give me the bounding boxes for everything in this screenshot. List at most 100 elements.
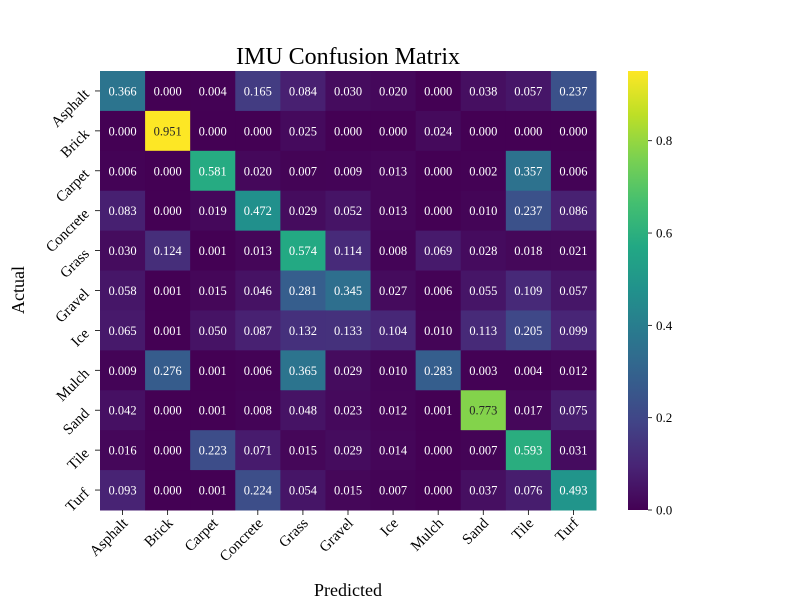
cell-value-label: 0.012 <box>559 364 587 378</box>
colorbar-tick-label: 0.2 <box>656 410 672 425</box>
heatmap-cell <box>280 110 326 152</box>
cell-value-label: 0.071 <box>244 444 272 458</box>
heatmap-cell <box>235 150 281 192</box>
heatmap-cell <box>145 110 191 152</box>
cell-value-label: 0.037 <box>469 484 497 498</box>
heatmap-cell <box>280 270 326 311</box>
cell-value-label: 0.086 <box>559 204 587 218</box>
heatmap-cell <box>145 350 191 391</box>
cell-value-label: 0.057 <box>559 284 587 298</box>
cell-value-label: 0.027 <box>379 284 407 298</box>
heatmap-cell <box>370 270 417 311</box>
cell-value-label: 0.007 <box>379 484 407 498</box>
heatmap-cell <box>325 430 372 471</box>
cell-value-label: 0.593 <box>514 444 542 458</box>
heatmap-cell <box>460 310 507 351</box>
cell-value-label: 0.000 <box>424 444 452 458</box>
cell-value-label: 0.015 <box>334 484 362 498</box>
cell-value-label: 0.000 <box>379 124 407 138</box>
cell-value-label: 0.357 <box>514 164 542 178</box>
heatmap-cell <box>100 230 146 272</box>
cell-value-label: 0.124 <box>154 244 183 258</box>
heatmap-cell <box>145 390 191 431</box>
cell-value-label: 0.000 <box>334 124 362 138</box>
heatmap-cell <box>190 270 236 311</box>
heatmap-cell <box>100 71 146 112</box>
cell-value-label: 0.014 <box>379 444 408 458</box>
heatmap-cell <box>460 390 507 431</box>
cell-value-label: 0.000 <box>154 204 182 218</box>
heatmap-cell <box>550 310 597 351</box>
colorbar-tick-label: 0.4 <box>656 318 673 333</box>
heatmap-cell <box>505 390 552 431</box>
heatmap-cell <box>370 430 417 471</box>
cell-value-label: 0.000 <box>514 124 542 138</box>
cell-value-label: 0.001 <box>154 284 182 298</box>
heatmap-cell <box>550 190 597 232</box>
heatmap-cell <box>415 150 462 192</box>
cell-value-label: 0.031 <box>559 444 587 458</box>
heatmap-cell <box>325 390 372 431</box>
heatmap-cell <box>190 390 236 431</box>
heatmap-cell <box>145 190 191 232</box>
heatmap-cell <box>370 150 417 192</box>
cell-value-label: 0.004 <box>199 84 228 98</box>
cell-value-label: 0.224 <box>244 484 273 498</box>
heatmap-cell <box>145 150 191 192</box>
x-tick-label: Turf <box>552 516 582 546</box>
heatmap-cell <box>235 390 281 431</box>
heatmap-cell <box>280 470 326 511</box>
cell-value-label: 0.001 <box>199 244 227 258</box>
heatmap-cell <box>325 230 372 272</box>
heatmap-cell <box>280 150 326 192</box>
heatmap-cell <box>235 470 281 511</box>
heatmap-cell <box>370 310 417 351</box>
heatmap-cell <box>415 71 462 112</box>
heatmap-cell <box>280 430 326 471</box>
heatmap-cell <box>190 150 236 192</box>
cell-value-label: 0.029 <box>334 444 362 458</box>
cell-value-label: 0.000 <box>244 124 272 138</box>
cell-value-label: 0.015 <box>289 444 317 458</box>
heatmap-cell <box>370 390 417 431</box>
heatmap-cell <box>550 270 597 311</box>
cell-value-label: 0.048 <box>289 404 317 418</box>
heatmap-cell <box>190 350 236 391</box>
heatmap-cell <box>505 350 552 391</box>
heatmap-cell <box>190 230 236 272</box>
cell-value-label: 0.003 <box>469 364 497 378</box>
heatmap-cell <box>100 430 146 471</box>
heatmap-cell <box>415 430 462 471</box>
heatmap-cell <box>550 430 597 471</box>
y-axis-label: Actual <box>8 266 28 314</box>
cell-value-label: 0.365 <box>289 364 317 378</box>
heatmap-cell <box>100 270 146 311</box>
heatmap-cell <box>325 190 372 232</box>
heatmap-cell <box>145 270 191 311</box>
cell-value-label: 0.054 <box>289 484 318 498</box>
heatmap-cell <box>370 470 417 511</box>
y-tick-label: Mulch <box>54 365 93 404</box>
cell-value-label: 0.020 <box>244 164 272 178</box>
cell-value-label: 0.084 <box>289 84 318 98</box>
heatmap-cell <box>100 310 146 351</box>
cell-value-label: 0.001 <box>199 484 227 498</box>
cell-value-label: 0.017 <box>514 404 542 418</box>
heatmap-cells: 0.366 0.000 0.004 0.165 0.084 0.030 0.020 0.000… <box>100 71 597 511</box>
cell-value-label: 0.283 <box>424 364 452 378</box>
cell-value-label: 0.083 <box>108 204 136 218</box>
cell-value-label: 0.472 <box>244 204 272 218</box>
cell-value-label: 0.009 <box>108 364 136 378</box>
cell-value-label: 0.012 <box>379 404 407 418</box>
heatmap-cell <box>235 110 281 152</box>
heatmap-cell <box>100 470 146 511</box>
cell-value-label: 0.029 <box>289 204 317 218</box>
cell-value-label: 0.001 <box>199 404 227 418</box>
heatmap-cell <box>415 190 462 232</box>
cell-value-label: 0.773 <box>469 404 497 418</box>
y-tick-label: Gravel <box>53 286 93 326</box>
heatmap-cell <box>325 71 372 112</box>
cell-value-label: 0.004 <box>514 364 543 378</box>
cell-value-label: 0.223 <box>199 444 227 458</box>
